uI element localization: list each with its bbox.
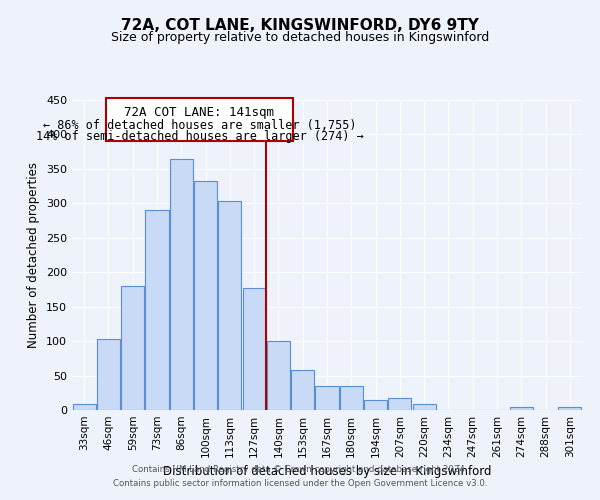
Bar — [73, 404, 95, 410]
Text: ← 86% of detached houses are smaller (1,755): ← 86% of detached houses are smaller (1,… — [43, 118, 356, 132]
Bar — [145, 210, 169, 410]
Text: Size of property relative to detached houses in Kingswinford: Size of property relative to detached ho… — [111, 31, 489, 44]
Bar — [291, 370, 314, 410]
Text: 72A COT LANE: 141sqm: 72A COT LANE: 141sqm — [125, 106, 275, 120]
Bar — [388, 398, 412, 410]
Bar — [170, 158, 193, 410]
Bar — [218, 202, 241, 410]
Bar — [340, 386, 363, 410]
Y-axis label: Number of detached properties: Number of detached properties — [28, 162, 40, 348]
Bar — [242, 288, 266, 410]
Bar — [97, 339, 120, 410]
Bar — [364, 400, 387, 410]
X-axis label: Distribution of detached houses by size in Kingswinford: Distribution of detached houses by size … — [163, 466, 491, 478]
Text: 14% of semi-detached houses are larger (274) →: 14% of semi-detached houses are larger (… — [35, 130, 364, 143]
Bar — [316, 386, 338, 410]
Bar — [194, 180, 217, 410]
Bar — [559, 406, 581, 410]
Bar — [510, 406, 533, 410]
Bar — [267, 341, 290, 410]
FancyBboxPatch shape — [106, 98, 293, 142]
Text: 72A, COT LANE, KINGSWINFORD, DY6 9TY: 72A, COT LANE, KINGSWINFORD, DY6 9TY — [121, 18, 479, 32]
Bar — [121, 286, 144, 410]
Bar — [413, 404, 436, 410]
Text: Contains HM Land Registry data © Crown copyright and database right 2024.
Contai: Contains HM Land Registry data © Crown c… — [113, 466, 487, 487]
